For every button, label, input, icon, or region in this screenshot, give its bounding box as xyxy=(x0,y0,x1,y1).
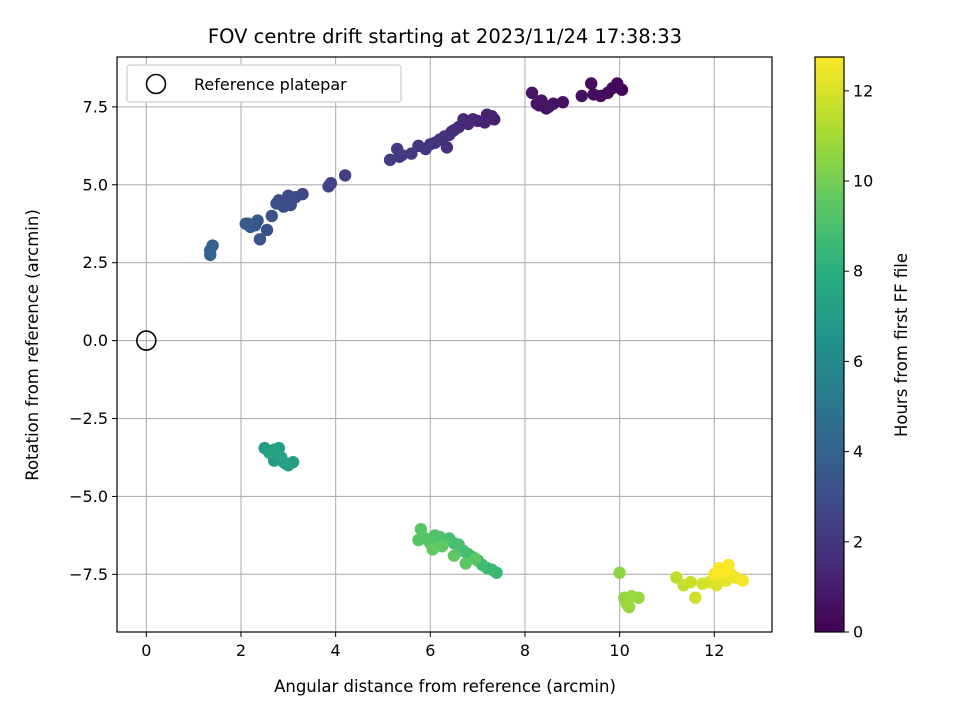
scatter-point xyxy=(736,574,749,587)
colorbar-tick-label: 2 xyxy=(853,532,863,551)
legend: Reference platepar xyxy=(126,64,402,103)
colorbar-frame xyxy=(814,56,845,633)
y-tick-label: 0.0 xyxy=(83,331,108,350)
scatter-point xyxy=(447,549,461,562)
scatter-point xyxy=(239,217,252,230)
y-tick-label: −5.0 xyxy=(69,487,108,506)
y-tick-label: 2.5 xyxy=(83,253,108,272)
legend-entry-reference-platepar: Reference platepar xyxy=(194,75,347,94)
scatter-point xyxy=(689,591,702,604)
x-axis-label: Angular distance from reference (arcmin) xyxy=(274,677,616,696)
y-tick-label: 5.0 xyxy=(83,175,108,194)
colorbar: 0 2 4 6 8 10 12 Hours from first FF file xyxy=(814,56,911,642)
colorbar-ticks: 0 2 4 6 8 10 12 xyxy=(844,81,873,642)
x-tick-label: 0 xyxy=(141,641,151,660)
scatter-point xyxy=(338,169,352,182)
scatter-point xyxy=(525,86,539,100)
scatter-point xyxy=(435,540,449,553)
legend-box xyxy=(126,64,402,103)
scatter-point xyxy=(322,180,335,193)
x-tick-label: 4 xyxy=(331,641,341,660)
scatter-point xyxy=(556,95,570,109)
x-tick-label: 2 xyxy=(236,641,246,660)
scatter-point xyxy=(530,97,543,110)
colorbar-label: Hours from first FF file xyxy=(892,253,911,437)
x-axis-ticks: 0 2 4 6 8 10 12 xyxy=(141,632,724,660)
y-axis-ticks: −7.5 −5.0 −2.5 0.0 2.5 5.0 7.5 xyxy=(69,97,117,584)
y-tick-label: 7.5 xyxy=(83,97,108,116)
scatter-point xyxy=(459,557,472,570)
reference-platepar-marker xyxy=(136,330,157,351)
scatter-point xyxy=(587,88,600,101)
scatter-point xyxy=(414,522,428,536)
scatter-point xyxy=(405,147,418,160)
scatter-point xyxy=(270,197,283,210)
scatter-point xyxy=(575,89,588,103)
colorbar-tick-label: 8 xyxy=(853,262,863,281)
colorbar-tick-label: 12 xyxy=(853,81,873,100)
scatter-point xyxy=(412,533,425,547)
x-tick-label: 12 xyxy=(704,641,724,660)
x-tick-label: 8 xyxy=(520,641,530,660)
y-axis-label: Rotation from reference (arcmin) xyxy=(23,209,42,481)
scatter-point xyxy=(253,233,267,246)
scatter-point xyxy=(426,543,439,556)
scatter-point xyxy=(717,566,730,579)
x-tick-label: 10 xyxy=(609,641,629,660)
colorbar-gradient xyxy=(815,57,844,632)
legend-marker xyxy=(145,73,167,95)
plot-frame xyxy=(116,56,773,633)
scatter-point xyxy=(585,77,598,90)
colorbar-tick-label: 4 xyxy=(853,442,863,461)
scatter-point xyxy=(383,153,397,167)
scatter-point xyxy=(684,575,697,589)
scatter-point xyxy=(393,150,406,163)
chart-title: FOV centre drift starting at 2023/11/24 … xyxy=(208,25,682,48)
scatter-point xyxy=(260,223,274,237)
scatter-point xyxy=(263,446,276,459)
y-tick-label: −7.5 xyxy=(69,565,108,584)
scatter-point xyxy=(204,248,217,262)
scatter-point xyxy=(542,100,555,114)
y-tick-label: −2.5 xyxy=(69,409,108,428)
colorbar-tick-label: 0 xyxy=(853,623,863,642)
scatter-point xyxy=(265,209,278,223)
colorbar-tick-label: 6 xyxy=(853,352,863,371)
x-tick-label: 6 xyxy=(425,641,435,660)
grid-lines xyxy=(117,57,772,632)
scatter-point xyxy=(469,552,482,565)
colorbar-tick-label: 10 xyxy=(853,172,873,191)
scatter-points xyxy=(204,77,749,614)
scatter-point xyxy=(625,589,638,603)
scatter-point xyxy=(613,566,626,579)
